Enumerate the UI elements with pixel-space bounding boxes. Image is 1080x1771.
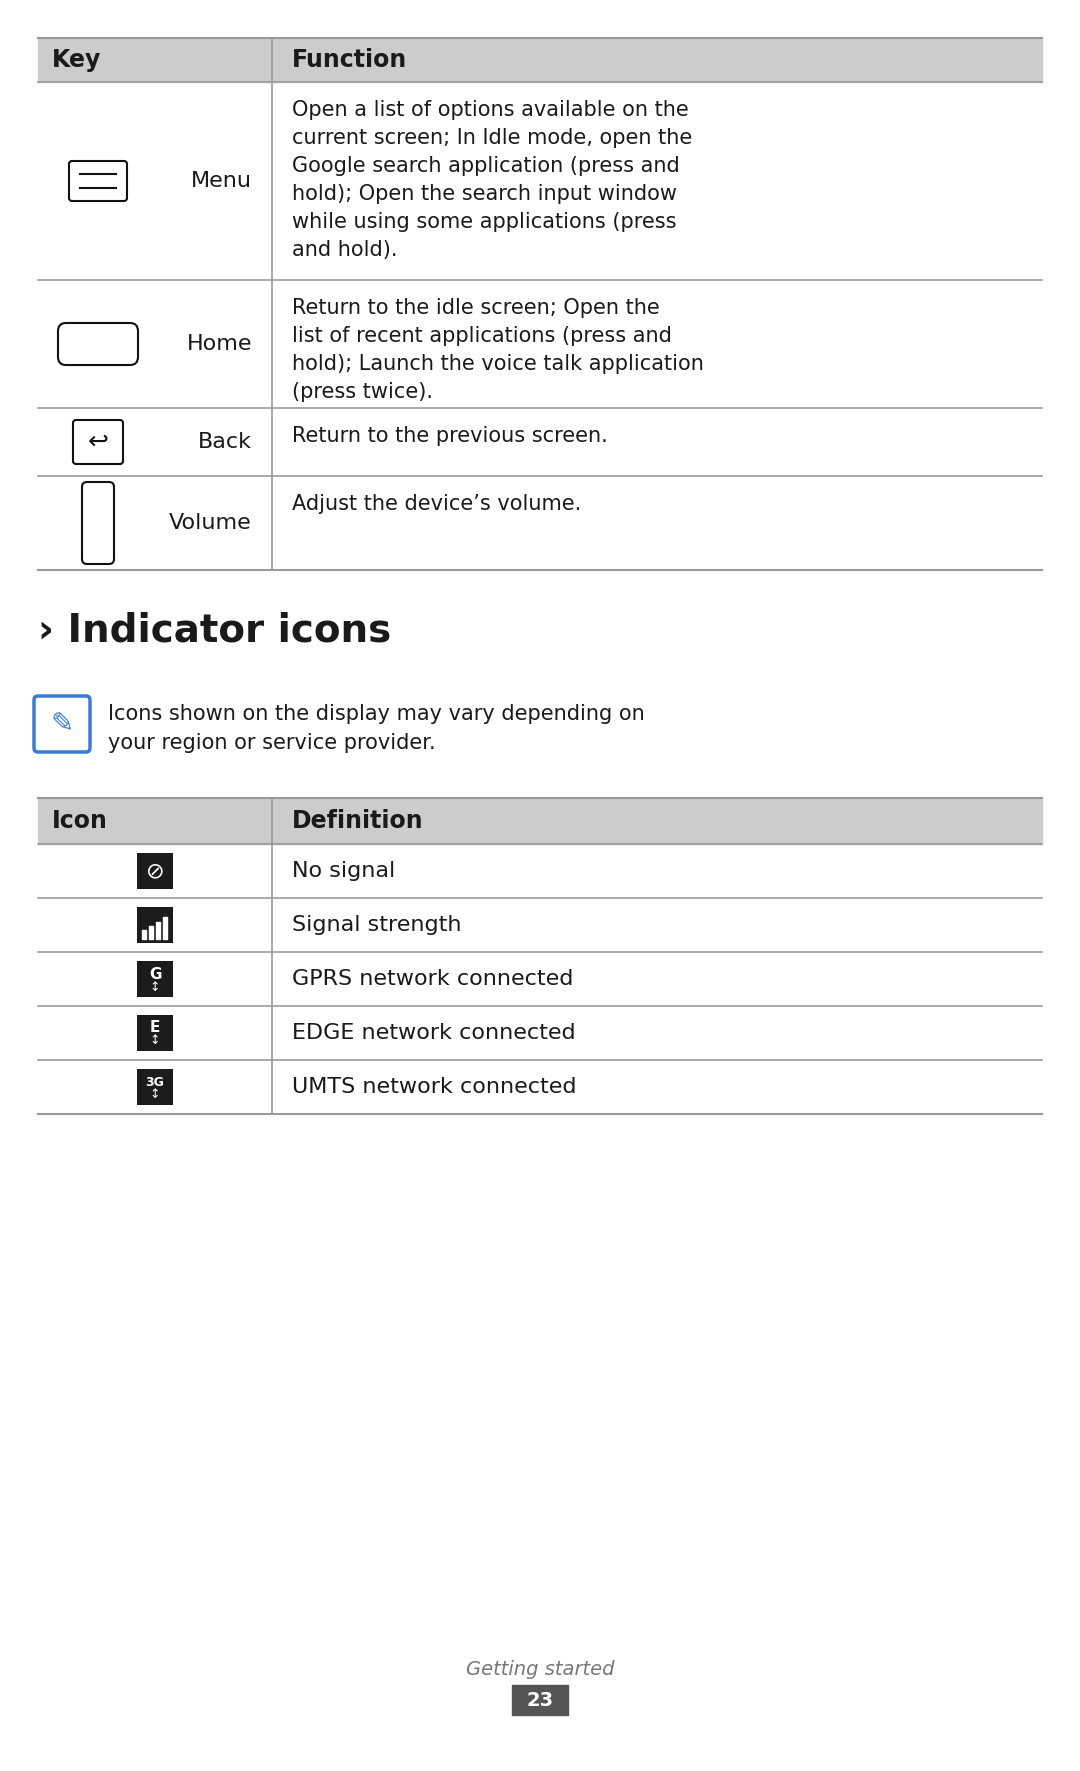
Text: 3G: 3G	[146, 1075, 164, 1089]
Text: Definition: Definition	[292, 809, 423, 832]
Text: Key: Key	[52, 48, 102, 73]
FancyBboxPatch shape	[137, 907, 173, 942]
Text: EDGE network connected: EDGE network connected	[292, 1024, 576, 1043]
Text: Icon: Icon	[52, 809, 108, 832]
Text: Open a list of options available on the
current screen; In Idle mode, open the
G: Open a list of options available on the …	[292, 99, 692, 260]
Text: ⊘: ⊘	[146, 861, 164, 880]
Text: ↕: ↕	[150, 981, 160, 994]
Text: ↕: ↕	[150, 1034, 160, 1047]
FancyBboxPatch shape	[69, 161, 127, 200]
Text: Function: Function	[292, 48, 407, 73]
FancyBboxPatch shape	[137, 962, 173, 997]
Text: E: E	[150, 1020, 160, 1036]
Text: Home: Home	[187, 335, 252, 354]
Text: Volume: Volume	[170, 514, 252, 533]
FancyBboxPatch shape	[73, 420, 123, 464]
Text: UMTS network connected: UMTS network connected	[292, 1077, 577, 1096]
Text: Adjust the device’s volume.: Adjust the device’s volume.	[292, 494, 581, 514]
Text: Signal strength: Signal strength	[292, 916, 461, 935]
Text: GPRS network connected: GPRS network connected	[292, 969, 573, 988]
FancyBboxPatch shape	[137, 1015, 173, 1050]
Text: › Indicator icons: › Indicator icons	[38, 613, 391, 650]
FancyBboxPatch shape	[33, 696, 90, 753]
Text: Return to the idle screen; Open the
list of recent applications (press and
hold): Return to the idle screen; Open the list…	[292, 298, 704, 402]
FancyBboxPatch shape	[137, 854, 173, 889]
Text: 23: 23	[526, 1691, 554, 1709]
FancyBboxPatch shape	[58, 322, 138, 365]
Text: Getting started: Getting started	[465, 1659, 615, 1679]
Text: ↕: ↕	[150, 1089, 160, 1102]
Text: Menu: Menu	[191, 172, 252, 191]
Text: Return to the previous screen.: Return to the previous screen.	[292, 427, 608, 446]
Text: Back: Back	[198, 432, 252, 452]
Text: ↩: ↩	[87, 430, 108, 453]
Text: Icons shown on the display may vary depending on
your region or service provider: Icons shown on the display may vary depe…	[108, 705, 645, 753]
Text: ✎: ✎	[51, 710, 73, 739]
Text: No signal: No signal	[292, 861, 395, 880]
FancyBboxPatch shape	[137, 1070, 173, 1105]
Text: G: G	[149, 967, 161, 981]
FancyBboxPatch shape	[82, 482, 114, 563]
